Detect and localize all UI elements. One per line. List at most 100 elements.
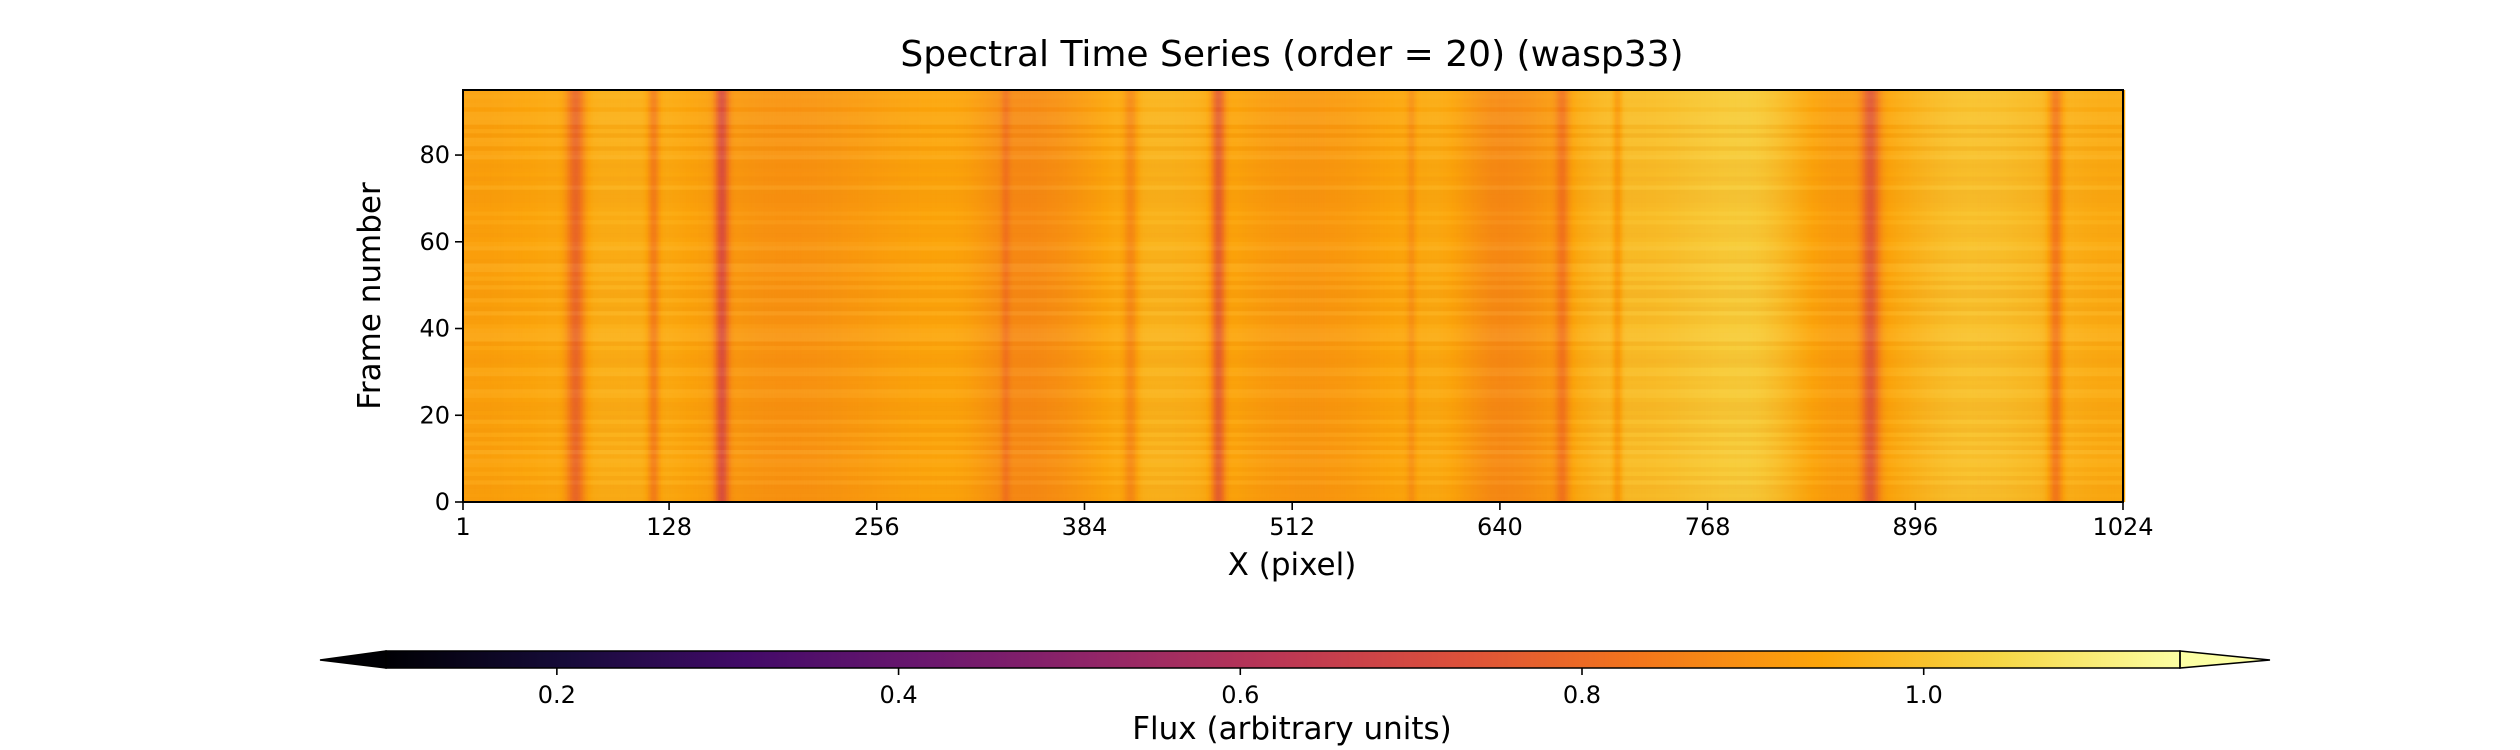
heatmap-column (946, 90, 949, 502)
heatmap-column (493, 90, 497, 502)
heatmap-column (729, 90, 732, 502)
heatmap-column (1736, 90, 1740, 502)
heatmap-column (474, 90, 477, 502)
heatmap-row (463, 194, 2123, 199)
heatmap-row (463, 176, 2123, 182)
heatmap-column (1165, 90, 1168, 502)
heatmap-row (463, 346, 2123, 350)
heatmap-column (1650, 90, 1654, 502)
heatmap-column (1858, 90, 1861, 502)
heatmap-column (1863, 90, 1866, 502)
heatmap-column (1814, 90, 1817, 502)
heatmap-column (764, 90, 768, 502)
heatmap-column (501, 90, 505, 502)
heatmap-column (1951, 90, 1954, 502)
heatmap-column (2080, 90, 2084, 502)
heatmap-column (2119, 90, 2122, 502)
heatmap-column (565, 90, 568, 502)
heatmap-column (649, 90, 652, 502)
heatmap-column (1577, 90, 1580, 502)
heatmap-column (552, 90, 555, 502)
heatmap-column (743, 90, 746, 502)
heatmap-column (1232, 90, 1235, 502)
heatmap-rows (463, 90, 2123, 502)
heatmap-column (571, 90, 574, 502)
heatmap-column (1542, 90, 1545, 502)
heatmap-column (574, 90, 578, 502)
heatmap-column (798, 90, 802, 502)
heatmap-column (2024, 90, 2027, 502)
heatmap-column (808, 90, 811, 502)
x-axis-ticks: 1 128 256 384 512 640 768 896 1024 (455, 502, 2154, 541)
heatmap-column (842, 90, 845, 502)
heatmap-column (1642, 90, 1645, 502)
heatmap-column (750, 90, 753, 502)
heatmap-column (1037, 90, 1040, 502)
heatmap-columns (463, 90, 2126, 502)
heatmap-column (943, 90, 946, 502)
heatmap-column (1378, 90, 1381, 502)
heatmap-column (1605, 90, 1608, 502)
heatmap-column (1632, 90, 1636, 502)
heatmap-row (463, 233, 2123, 238)
heatmap-column (1754, 90, 1757, 502)
heatmap-column (719, 90, 722, 502)
heatmap-row (463, 224, 2123, 229)
heatmap-column (1718, 90, 1722, 502)
heatmap-column (1100, 90, 1103, 502)
heatmap-column (1973, 90, 1976, 502)
heatmap-column (1660, 90, 1663, 502)
heatmap-column (1678, 90, 1681, 502)
x-tick-label: 512 (1269, 513, 1315, 541)
heatmap-column (1486, 90, 1490, 502)
heatmap-column (2064, 90, 2067, 502)
heatmap-column (763, 90, 766, 502)
heatmap-column (732, 90, 735, 502)
heatmap-column (1527, 90, 1530, 502)
heatmap-column (573, 90, 576, 502)
heatmap-row (463, 150, 2123, 156)
heatmap-column (1340, 90, 1344, 502)
heatmap-column (875, 90, 878, 502)
heatmap-column (1520, 90, 1524, 502)
heatmap-column (1287, 90, 1290, 502)
heatmap-column (1319, 90, 1322, 502)
heatmap-column (2093, 90, 2097, 502)
heatmap-column (1081, 90, 1084, 502)
heatmap-column (597, 90, 600, 502)
heatmap-column (2079, 90, 2082, 502)
heatmap-column (1297, 90, 1300, 502)
heatmap-column (975, 90, 978, 502)
heatmap-column (716, 90, 719, 502)
heatmap-column (1426, 90, 1430, 502)
heatmap-row (463, 324, 2123, 328)
heatmap-column (1983, 90, 1986, 502)
heatmap-column (854, 90, 857, 502)
heatmap-column (1770, 90, 1774, 502)
heatmap-column (1634, 90, 1637, 502)
heatmap-column (682, 90, 685, 502)
heatmap-column (1715, 90, 1718, 502)
heatmap-column (1035, 90, 1039, 502)
heatmap-column (1791, 90, 1795, 502)
heatmap-column (1746, 90, 1749, 502)
heatmap-column (845, 90, 849, 502)
heatmap-column (1868, 90, 1871, 502)
heatmap-column (1039, 90, 1042, 502)
heatmap-column (506, 90, 510, 502)
heatmap-column (2053, 90, 2056, 502)
heatmap-column (1749, 90, 1752, 502)
heatmap-column (755, 90, 758, 502)
heatmap-row (463, 198, 2123, 203)
heatmap-column (2062, 90, 2066, 502)
heatmap-column (1827, 90, 1830, 502)
heatmap-column (724, 90, 727, 502)
heatmap-column (1189, 90, 1193, 502)
heatmap-column (779, 90, 782, 502)
heatmap-column (1199, 90, 1202, 502)
heatmap-column (977, 90, 980, 502)
heatmap-column (1220, 90, 1224, 502)
heatmap-column (1561, 90, 1564, 502)
heatmap-column (1258, 90, 1261, 502)
heatmap-column (751, 90, 755, 502)
